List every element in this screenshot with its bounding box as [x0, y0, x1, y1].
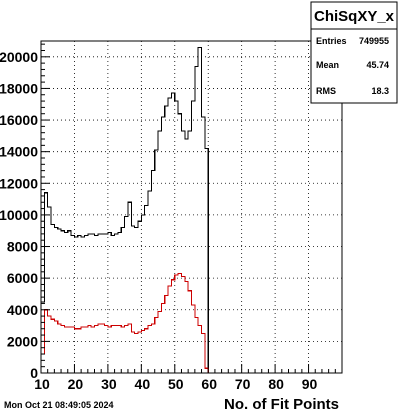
stats-title: ChiSqXY_x	[314, 8, 395, 25]
x-tick-label: 70	[235, 376, 251, 392]
x-tick-label: 80	[268, 376, 284, 392]
x-tick-label: 10	[34, 376, 50, 392]
y-tick-label: 18000	[0, 80, 38, 96]
timestamp: Mon Oct 21 08:49:05 2024	[4, 400, 114, 410]
y-tick-label: 20000	[0, 49, 38, 65]
y-tick-label: 4000	[7, 302, 38, 318]
x-axis-title: No. of Fit Points	[224, 396, 339, 413]
stats-rms-label: RMS	[316, 86, 336, 96]
y-tick-label: 8000	[7, 239, 38, 255]
stats-entries-value: 749955	[359, 36, 389, 46]
y-tick-label: 10000	[0, 207, 38, 223]
plot-frame	[40, 40, 343, 374]
axis-ticks: 10 20 30 40 50 60 70 80 90 0 2000 4000 6000 8000 10000…	[0, 43, 336, 392]
stats-box: ChiSqXY_x Entries 749955 Mean 45.74 RMS …	[310, 1, 398, 104]
stats-entries-label: Entries	[316, 36, 347, 46]
y-tick-label: 6000	[7, 270, 38, 286]
stats-mean-value: 45.74	[366, 60, 389, 70]
y-tick-label: 16000	[0, 112, 38, 128]
stats-mean-label: Mean	[316, 60, 339, 70]
x-tick-label: 20	[68, 376, 84, 392]
y-tick-label: 0	[30, 365, 38, 381]
x-tick-label: 60	[201, 376, 217, 392]
y-tick-label: 14000	[0, 144, 38, 160]
x-tick-label: 90	[302, 376, 318, 392]
x-tick-label: 30	[101, 376, 117, 392]
y-tick-label: 2000	[7, 333, 38, 349]
stats-rms-value: 18.3	[371, 86, 389, 96]
x-tick-label: 50	[168, 376, 184, 392]
y-tick-label: 12000	[0, 175, 38, 191]
stats-box-frame	[310, 1, 398, 104]
x-tick-label: 40	[135, 376, 151, 392]
